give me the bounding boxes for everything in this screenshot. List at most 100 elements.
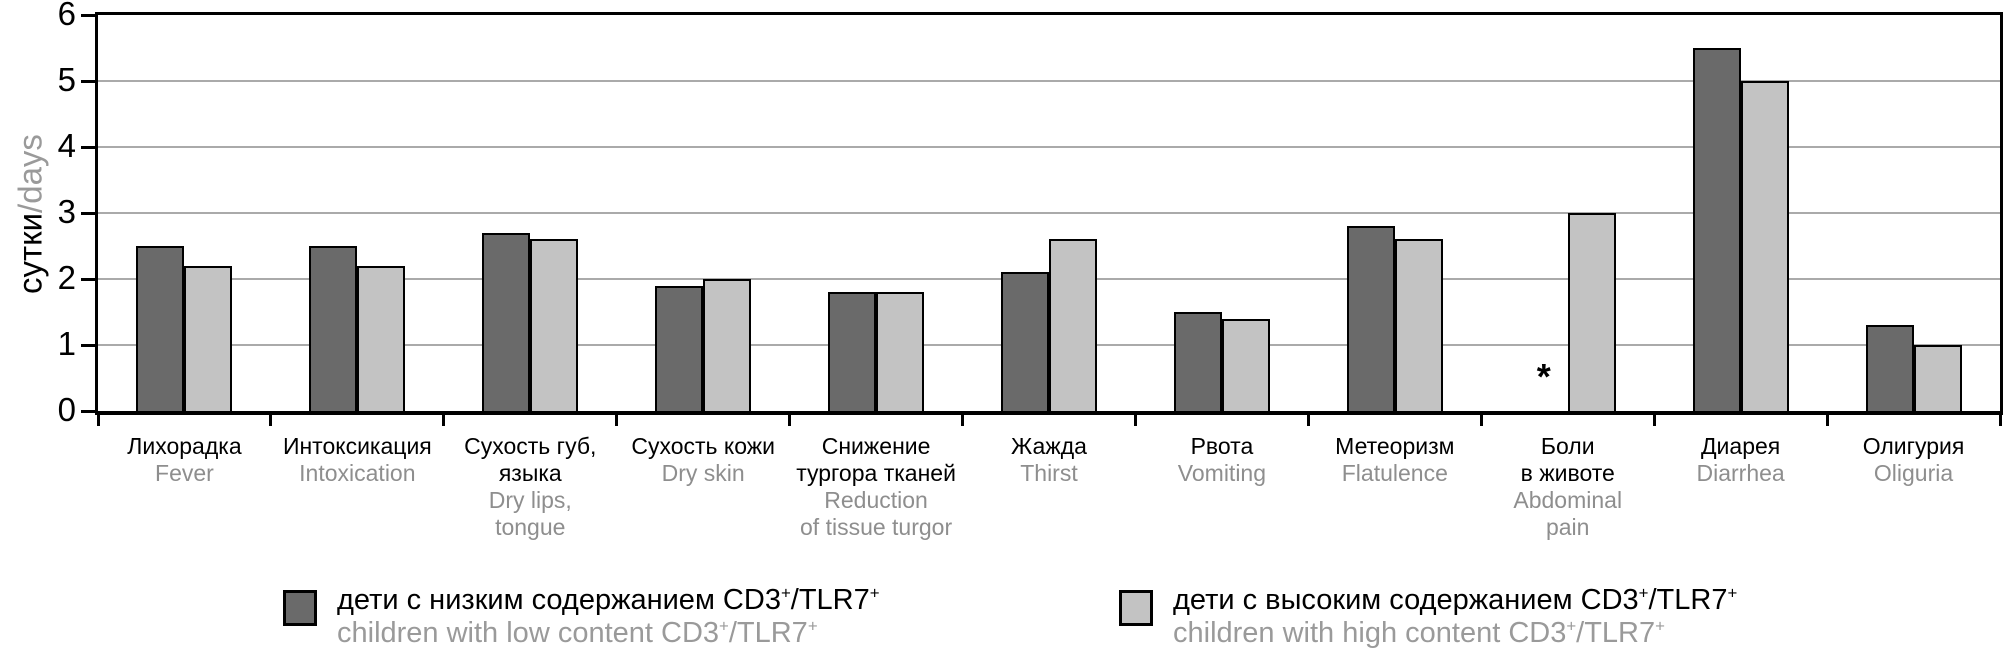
category-label-7: Метеоризм Flatulence	[1308, 433, 1481, 487]
y-axis-tick-1	[81, 344, 95, 347]
category-label-ru: Снижение тургора тканей	[796, 433, 956, 486]
category-label-ru: Диарея	[1700, 433, 1781, 459]
x-axis-tick-5	[961, 415, 965, 426]
x-axis-tick-1	[269, 415, 273, 426]
legend-label-low-en-sup2: +	[807, 616, 818, 636]
legend-entry-low: дети с низким содержанием CD3+/TLR7+ chi…	[283, 584, 880, 650]
category-label-en: Vomiting	[1177, 460, 1267, 486]
legend-label-high-en-mid: /TLR7	[1576, 617, 1656, 649]
legend-swatch-high	[1119, 590, 1153, 626]
category-label-en: Abdominal pain	[1513, 487, 1623, 540]
y-tick-label-0: 0	[57, 391, 76, 429]
bar-s1-c7	[1394, 239, 1443, 411]
category-label-ru: Сухость губ, языка	[464, 433, 597, 486]
legend-swatch-low	[283, 590, 317, 626]
x-axis-tick-10	[1825, 415, 1829, 426]
y-axis-tick-4	[81, 146, 95, 149]
category-label-ru: Сухость кожи	[631, 433, 775, 459]
bar-s0-c3	[655, 285, 704, 411]
category-label-en: Dry skin	[661, 460, 745, 486]
y-axis-tick-6	[81, 14, 95, 17]
category-label-9: Диарея Diarrhea	[1654, 433, 1827, 487]
legend-text-high: дети с высоким содержанием CD3+/TLR7+ ch…	[1173, 584, 1737, 650]
gridline-5	[98, 80, 2000, 82]
bar-s1-c2	[530, 239, 579, 411]
legend-label-high-en-sup: +	[1566, 616, 1577, 636]
y-tick-label-2: 2	[57, 259, 76, 297]
legend-label-low-ru: дети с низким содержанием CD3+/TLR7+	[337, 584, 880, 617]
bar-s1-c0	[184, 265, 233, 411]
y-axis-tick-0	[81, 410, 95, 413]
legend-label-low-ru-mid: /TLR7	[790, 584, 870, 616]
x-axis-tick-0	[96, 415, 100, 426]
legend-label-high-en-text: children with high content CD3	[1173, 617, 1567, 649]
bar-s1-c4	[876, 292, 925, 411]
bar-s0-c6	[1173, 312, 1222, 411]
bar-s0-c7	[1346, 226, 1395, 411]
category-label-en: Fever	[155, 460, 214, 486]
legend-label-high-ru-sup2: +	[1727, 583, 1738, 603]
bar-s1-c6	[1221, 318, 1270, 411]
category-label-en: Dry lips, tongue	[488, 487, 572, 540]
category-label-1: Интоксикация Intoxication	[271, 433, 444, 487]
bar-s0-c9	[1692, 48, 1741, 411]
category-label-ru: Боли в животе	[1520, 433, 1615, 486]
x-axis-tick-3	[615, 415, 619, 426]
missing-bar-marker: *	[1536, 356, 1551, 397]
legend-label-low-en-mid: /TLR7	[728, 617, 808, 649]
bar-s1-c5	[1049, 239, 1097, 411]
legend-label-low-ru-sup: +	[780, 583, 791, 603]
legend-label-high-ru-mid: /TLR7	[1648, 584, 1728, 616]
legend-label-low-ru-text: дети с низким содержанием CD3	[337, 584, 781, 616]
category-label-3: Сухость кожи Dry skin	[617, 433, 790, 487]
legend-label-high-ru-sup: +	[1638, 583, 1649, 603]
legend-entry-high: дети с высоким содержанием CD3+/TLR7+ ch…	[1119, 584, 1737, 650]
category-label-en: Intoxication	[299, 460, 416, 486]
category-label-2: Сухость губ, языка Dry lips, tongue	[444, 433, 617, 541]
bar-s1-c1	[357, 265, 406, 411]
x-axis-tick-11	[1998, 415, 2002, 426]
category-label-5: Жажда Thirst	[963, 433, 1136, 487]
x-axis-tick-4	[788, 415, 792, 426]
y-tick-label-1: 1	[57, 325, 76, 363]
legend-label-low-en: children with low content CD3+/TLR7+	[337, 617, 880, 650]
y-tick-label-3: 3	[57, 193, 76, 231]
bar-s0-c2	[482, 232, 531, 411]
category-label-en: Thirst	[1020, 460, 1078, 486]
category-label-ru: Жажда	[1011, 433, 1087, 459]
x-axis-tick-6	[1133, 415, 1137, 426]
category-label-ru: Метеоризм	[1335, 433, 1455, 459]
legend-label-low-ru-sup2: +	[869, 583, 880, 603]
bar-s0-c5	[1001, 272, 1049, 411]
legend-label-high-ru-text: дети с высоким содержанием CD3	[1173, 584, 1639, 616]
legend-label-high-en-sup2: +	[1655, 616, 1665, 636]
legend-label-high-ru: дети с высоким содержанием CD3+/TLR7+	[1173, 584, 1737, 617]
bar-s1-c9	[1740, 81, 1789, 411]
y-tick-label-4: 4	[57, 127, 76, 165]
category-label-8: Боли в животе Abdominal pain	[1481, 433, 1654, 541]
bar-s0-c0	[136, 246, 185, 411]
category-label-ru: Лихорадка	[127, 433, 242, 459]
category-label-en: Diarrhea	[1696, 460, 1785, 486]
x-axis-tick-2	[442, 415, 446, 426]
bar-s0-c10	[1865, 325, 1914, 411]
category-label-4: Снижение тургора тканей Reduction of tiss…	[790, 433, 963, 541]
x-axis-tick-7	[1306, 415, 1310, 426]
bar-s1-c3	[703, 279, 752, 411]
x-axis-labels: Лихорадка Fever Интоксикация Intoxication Су…	[95, 433, 2003, 553]
gridline-4	[98, 146, 2000, 148]
bar-s1-c8	[1567, 213, 1616, 411]
bar-s0-c4	[828, 292, 877, 411]
category-label-en: Flatulence	[1341, 460, 1448, 486]
y-axis-tick-2	[81, 278, 95, 281]
plot-area: 0 1 2 3 4 5 6 *	[58, 0, 2003, 426]
x-axis-tick-9	[1652, 415, 1656, 426]
legend-text-low: дети с низким содержанием CD3+/TLR7+ chi…	[337, 584, 880, 650]
y-tick-label-5: 5	[57, 61, 76, 99]
x-axis-tick-8	[1479, 415, 1483, 426]
legend-label-high-en: children with high content CD3+/TLR7+	[1173, 617, 1737, 650]
y-axis-tick-3	[81, 212, 95, 215]
legend-label-low-en-text: children with low content CD3	[337, 617, 720, 649]
category-label-ru: Интоксикация	[282, 433, 432, 459]
